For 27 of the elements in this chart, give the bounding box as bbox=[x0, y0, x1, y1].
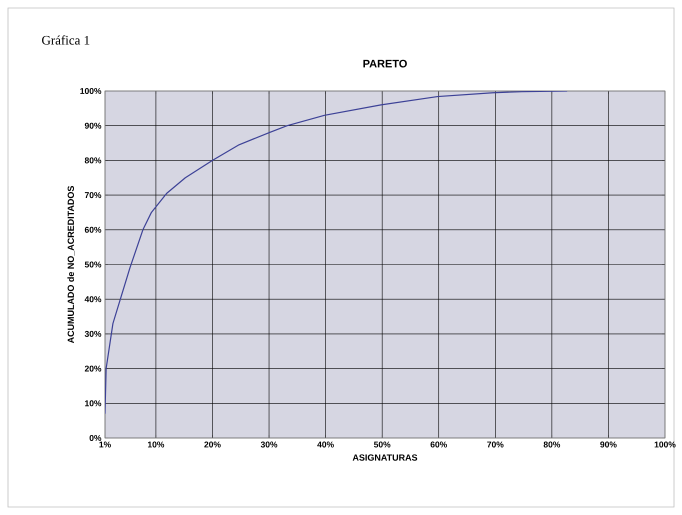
x-tick-label: 80% bbox=[544, 442, 560, 448]
y-tick-label: 70% bbox=[84, 192, 102, 198]
x-tick-label: 30% bbox=[260, 442, 278, 448]
y-tick-label: 10% bbox=[85, 400, 102, 406]
y-tick-label: 60% bbox=[84, 226, 102, 233]
x-tick-label: 20% bbox=[204, 442, 221, 448]
line-series bbox=[105, 90, 568, 414]
x-tick-label: 1% bbox=[99, 442, 111, 448]
x-tick-label: 60% bbox=[430, 442, 447, 448]
y-tick-label: 20% bbox=[84, 366, 102, 372]
y-tick-label: 100% bbox=[80, 88, 102, 94]
text: Gráfica 1 bbox=[42, 35, 90, 45]
y-tick-label: 40% bbox=[84, 296, 102, 302]
y-tick-label: 90% bbox=[84, 122, 102, 129]
y-tick-label: 30% bbox=[84, 330, 102, 337]
x-tick-label: 70% bbox=[487, 442, 504, 448]
chart-title: PARETO bbox=[363, 60, 407, 68]
y-tick-label: 50% bbox=[84, 262, 102, 268]
x-axis-title: ASIGNATURAS bbox=[352, 454, 418, 461]
x-tick-label: 100% bbox=[654, 442, 676, 448]
y-tick-label: 80% bbox=[84, 157, 102, 164]
x-tick-label: 10% bbox=[148, 442, 164, 448]
x-tick-label: 50% bbox=[374, 442, 390, 448]
y-tick-label: 0% bbox=[90, 435, 102, 441]
x-tick-label: 90% bbox=[600, 442, 617, 448]
y-axis-title: ACUMULADO de NO_ACREDITADOS bbox=[67, 186, 75, 344]
x-tick-label: 40% bbox=[317, 442, 334, 448]
